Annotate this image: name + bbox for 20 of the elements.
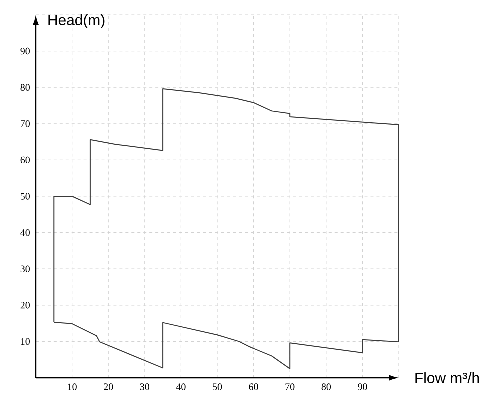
x-tick-label: 30 bbox=[140, 384, 150, 390]
y-tick-label: 40 bbox=[20, 229, 30, 236]
x-tick-label: 40 bbox=[176, 384, 186, 390]
y-tick-label: 50 bbox=[20, 193, 30, 200]
y-tick-label: 90 bbox=[20, 48, 30, 55]
y-axis-title: Head(m) bbox=[48, 14, 105, 28]
x-tick-label: 50 bbox=[213, 384, 222, 390]
x-tick-label: 10 bbox=[68, 384, 77, 390]
y-tick-label: 20 bbox=[20, 302, 30, 309]
x-tick-label: 20 bbox=[104, 384, 114, 390]
y-tick-label: 80 bbox=[20, 84, 30, 91]
y-tick-label: 10 bbox=[21, 338, 30, 346]
y-tick-label: 70 bbox=[21, 120, 30, 128]
x-tick-label: 90 bbox=[358, 384, 368, 390]
y-tick-label: 60 bbox=[20, 156, 30, 164]
x-tick-label: 60 bbox=[249, 384, 258, 390]
x-tick-label: 80 bbox=[322, 384, 332, 390]
x-axis-title: Flow m³/h bbox=[416, 372, 480, 384]
x-tick-label: 70 bbox=[286, 384, 295, 390]
y-tick-label: 30 bbox=[20, 266, 30, 272]
